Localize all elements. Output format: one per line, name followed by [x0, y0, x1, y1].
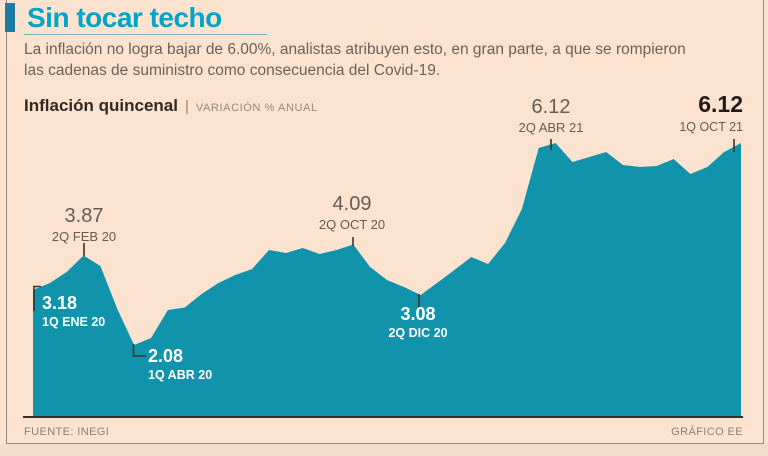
chart-title: Inflación quincenal	[24, 96, 178, 115]
area-series	[33, 143, 741, 416]
subtitle-line-1: La inflación no logra bajar de 6.00%, an…	[24, 41, 686, 58]
source-credit: FUENTE: INEGI	[24, 426, 110, 438]
annotation-value: 3.87	[64, 205, 104, 227]
annotation-value: 4.09	[332, 193, 372, 215]
annotation-1q-ene-20: 3.18 1Q ENE 20	[42, 294, 105, 329]
annotation-period: 2Q ABR 21	[518, 120, 584, 135]
annotation-period: 1Q OCT 21	[679, 120, 743, 134]
title-square-marker	[5, 3, 15, 32]
title-underline	[24, 34, 267, 35]
annotation-period: 2Q DIC 20	[388, 326, 448, 340]
bottom-margin	[0, 444, 768, 456]
chart-unit-label: VARIACIÓN % ANUAL	[195, 102, 318, 114]
annotation-period: 2Q FEB 20	[51, 229, 117, 244]
annotation-2q-dic-20: 3.08 2Q DIC 20	[388, 305, 447, 340]
annotation-value: 3.18	[42, 293, 78, 313]
annotation-value: 3.08	[400, 304, 436, 324]
connector-2-08	[132, 344, 146, 357]
subtitle: La inflación no logra bajar de 6.00%, an…	[24, 39, 744, 81]
outer-frame	[6, 0, 764, 444]
annotation-value: 6.12	[531, 96, 571, 118]
chart-header: Inflación quincenal | VARIACIÓN % ANUAL	[24, 96, 318, 116]
annotation-value: 2.08	[148, 346, 184, 366]
annotation-2q-feb-20: 3.87 2Q FEB 20	[52, 206, 116, 243]
annotation-2q-oct-20: 4.09 2Q OCT 20	[319, 194, 385, 231]
connector-3-18	[33, 285, 41, 311]
annotation-period: 2Q OCT 20	[318, 217, 386, 232]
subtitle-line-2: las cadenas de suministro como consecuen…	[24, 62, 441, 79]
annotation-value: 6.12	[698, 91, 743, 117]
annotation-1q-oct-21: 6.12 1Q OCT 21	[679, 93, 743, 134]
annotation-period: 1Q ENE 20	[42, 315, 106, 329]
chart-title-separator: |	[184, 98, 189, 115]
graphic-credit: GRÁFICO EE	[671, 426, 743, 438]
annotation-period: 1Q ABR 20	[148, 368, 213, 382]
annotation-2q-abr-21: 6.12 2Q ABR 21	[518, 97, 583, 134]
page-title: Sin tocar techo	[27, 2, 222, 33]
annotation-1q-abr-20: 2.08 1Q ABR 20	[148, 347, 212, 382]
